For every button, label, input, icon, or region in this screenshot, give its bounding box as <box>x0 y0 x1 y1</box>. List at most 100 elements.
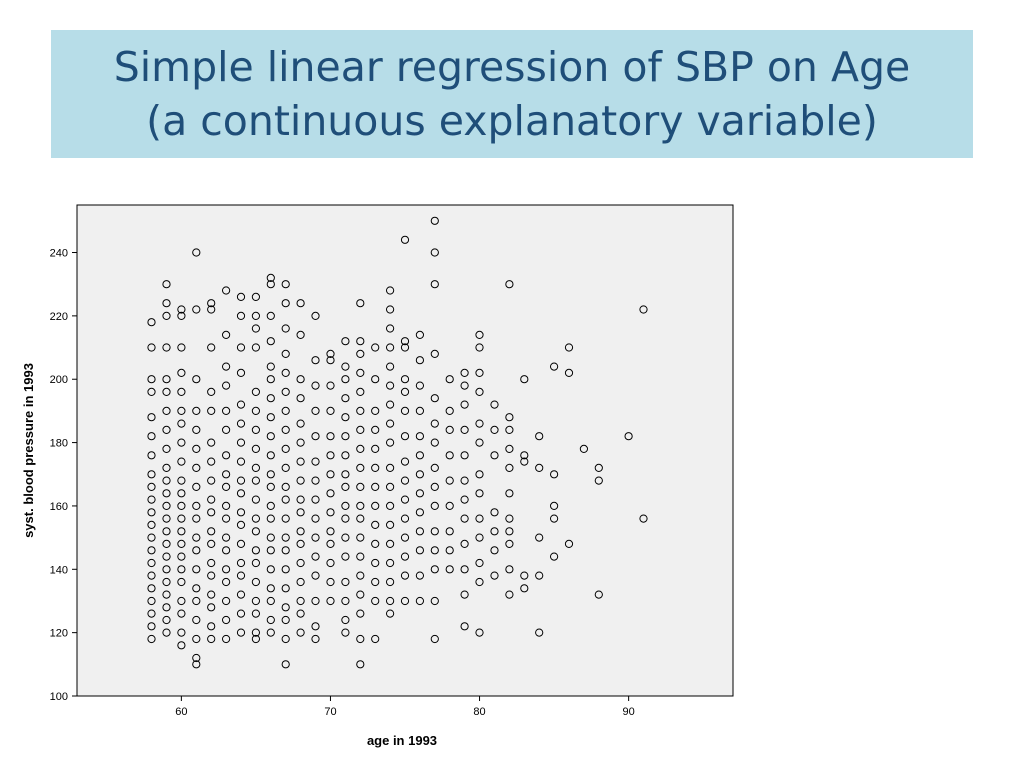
data-point <box>266 451 275 460</box>
data-point <box>400 596 410 606</box>
data-point <box>535 463 544 472</box>
data-point <box>162 577 171 587</box>
data-point <box>147 571 156 580</box>
data-point <box>207 406 216 415</box>
data-point <box>311 432 320 441</box>
data-point <box>475 489 484 498</box>
data-point <box>281 387 290 396</box>
data-point <box>356 514 365 523</box>
data-point <box>520 451 529 460</box>
data-point <box>430 565 439 574</box>
data-point <box>147 520 156 530</box>
data-point <box>579 444 589 453</box>
data-point <box>505 444 514 453</box>
axis-ticks: 60 70 80 90 100 120 140 160 180 200 220 240 <box>50 248 635 718</box>
data-point <box>341 394 350 403</box>
data-point <box>236 476 246 485</box>
data-point <box>266 280 275 289</box>
data-point <box>475 368 484 377</box>
data-point <box>445 425 454 434</box>
data-point <box>356 501 365 510</box>
data-point <box>266 311 275 320</box>
data-point <box>177 368 186 377</box>
data-point <box>222 381 231 390</box>
data-point <box>236 571 246 580</box>
data-point <box>296 609 305 618</box>
data-point <box>192 596 201 606</box>
data-point <box>162 476 171 485</box>
data-point <box>266 432 275 441</box>
data-point <box>386 577 395 587</box>
data-point <box>371 596 380 606</box>
data-point <box>192 546 201 555</box>
data-point <box>266 470 275 479</box>
data-point <box>445 501 454 510</box>
data-point <box>177 438 186 447</box>
data-point <box>400 552 410 561</box>
data-point <box>505 539 514 549</box>
data-point <box>311 311 320 320</box>
data-point <box>475 533 484 542</box>
data-point <box>236 508 246 517</box>
data-point <box>266 413 275 422</box>
data-point <box>386 362 395 371</box>
data-point <box>475 419 484 428</box>
data-point <box>236 489 246 498</box>
data-point <box>311 476 320 485</box>
data-point <box>281 615 290 625</box>
data-point <box>400 514 410 523</box>
data-point <box>490 546 499 555</box>
data-point <box>162 552 171 561</box>
data-point <box>236 419 246 428</box>
data-point <box>371 520 380 530</box>
data-point <box>192 514 201 523</box>
data-point <box>326 381 335 390</box>
data-point <box>281 280 290 289</box>
data-point <box>386 381 395 390</box>
data-point <box>192 634 201 644</box>
data-point <box>594 463 603 472</box>
data-point <box>386 609 395 618</box>
data-point <box>251 527 260 536</box>
data-point <box>535 432 544 441</box>
data-point <box>400 432 410 441</box>
data-point <box>207 558 216 568</box>
data-point <box>147 413 156 422</box>
data-point <box>341 533 350 542</box>
data-point <box>356 337 365 346</box>
data-point <box>326 349 335 358</box>
data-point <box>162 539 171 549</box>
data-point <box>281 324 290 333</box>
data-point <box>490 451 499 460</box>
data-point <box>445 406 454 415</box>
y-tick-label: 180 <box>50 438 68 450</box>
data-point <box>222 615 231 625</box>
data-point <box>371 539 380 549</box>
data-point <box>251 444 260 453</box>
data-point <box>147 451 156 460</box>
y-tick-label: 200 <box>50 374 68 386</box>
data-point <box>281 368 290 377</box>
data-point <box>356 349 365 358</box>
data-point <box>162 565 171 574</box>
data-point <box>341 432 350 441</box>
data-point <box>490 508 499 517</box>
data-point <box>386 438 395 447</box>
data-point <box>445 451 454 460</box>
data-point <box>475 628 484 637</box>
y-tick-label: 100 <box>50 691 68 703</box>
data-point <box>460 476 469 485</box>
data-point <box>341 470 350 479</box>
data-point <box>192 660 201 669</box>
data-point <box>266 375 275 384</box>
data-point <box>162 444 171 453</box>
data-point <box>177 476 186 485</box>
data-point <box>251 628 260 637</box>
data-point <box>296 527 305 536</box>
data-point <box>594 590 603 599</box>
data-point <box>415 527 424 536</box>
data-point <box>445 527 454 536</box>
data-point <box>296 438 305 447</box>
data-point <box>371 634 380 644</box>
data-point <box>341 337 350 346</box>
